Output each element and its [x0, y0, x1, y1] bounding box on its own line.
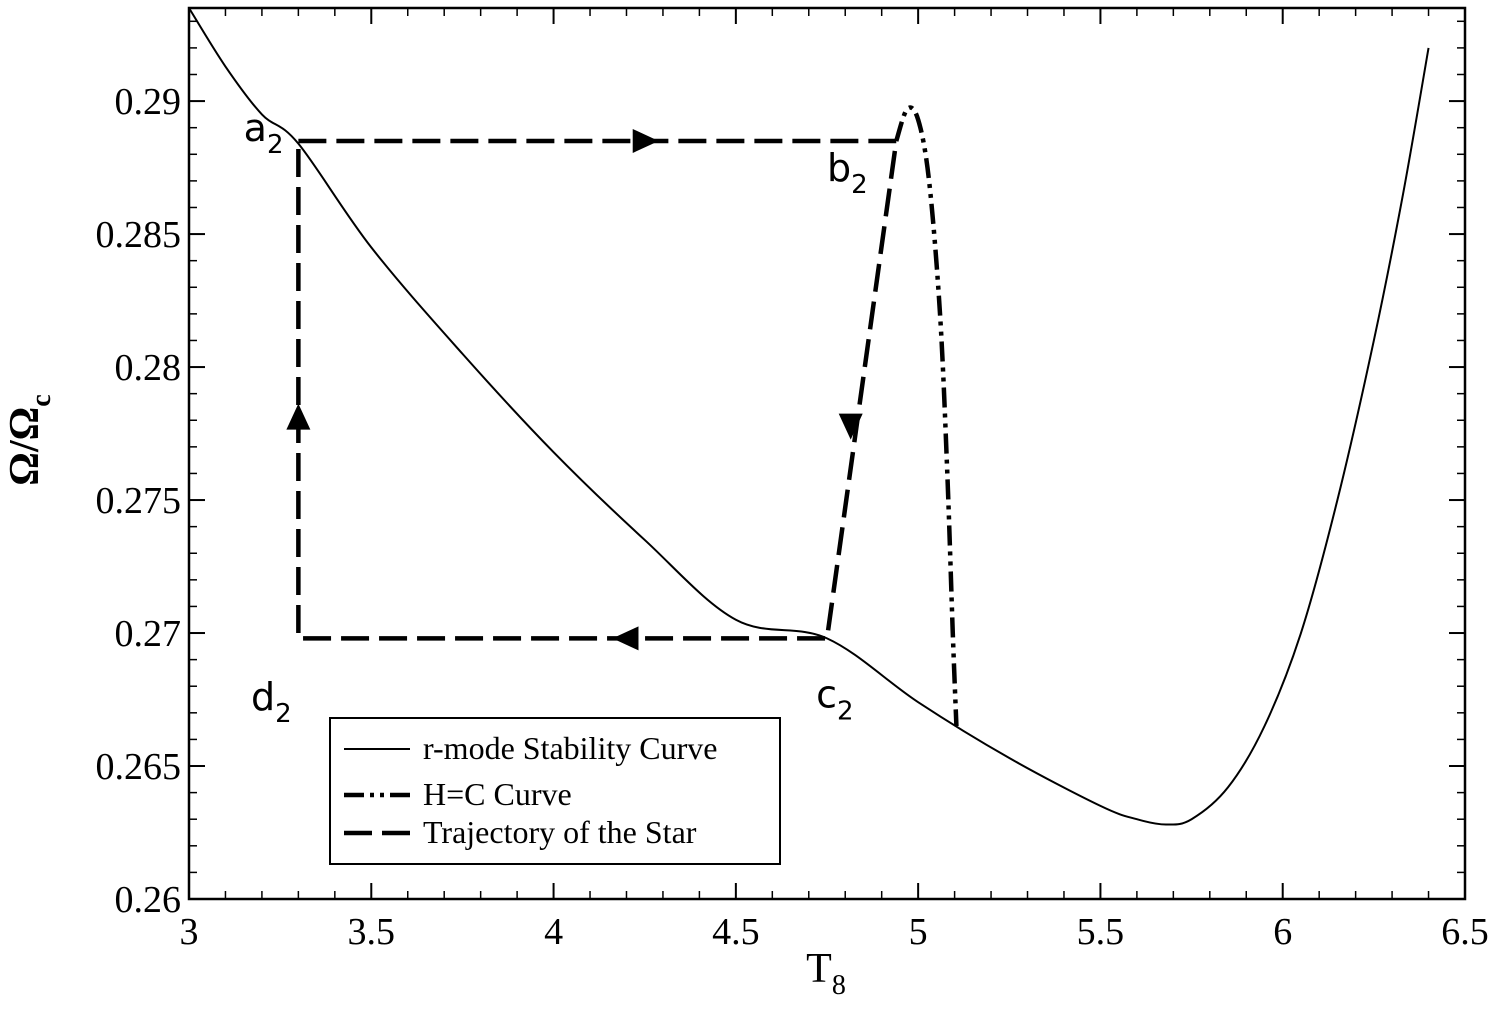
point-label-main: a	[244, 106, 267, 150]
y-tick-label: 0.29	[115, 81, 182, 123]
x-tick-label: 3.5	[348, 911, 396, 953]
legend-label-hc: H=C Curve	[423, 776, 572, 812]
y-tick-label: 0.27	[115, 613, 182, 655]
tick-labels-layer: 3 3.5 4 4.5 5 5.5 6 6.5 0.26 0.265 0.27 0.275 0.28 0.…	[96, 81, 1489, 953]
x-tick-label: 4	[544, 911, 563, 953]
y-tick-label: 0.26	[115, 879, 182, 921]
x-tick-label: 4.5	[712, 911, 760, 953]
x-axis-label: T	[806, 946, 832, 992]
curves-layer	[188, 7, 1430, 826]
y-tick-label: 0.265	[96, 746, 182, 788]
point-label-a2: a2	[244, 106, 284, 160]
legend-label-r-mode: r-mode Stability Curve	[423, 730, 717, 766]
arrows-layer	[286, 128, 863, 651]
x-tick-label: 6.5	[1441, 911, 1489, 953]
ticks-layer	[188, 8, 1466, 900]
x-axis-title: T8	[806, 946, 846, 1001]
point-label-main: c	[816, 673, 837, 717]
y-tick-label: 0.275	[96, 480, 182, 522]
point-label-main: b	[827, 146, 851, 190]
x-tick-label: 3	[180, 911, 199, 953]
arrow-up	[286, 403, 311, 430]
point-label-b2: b2	[827, 146, 868, 200]
point-label-sub: 2	[275, 699, 292, 729]
series-hc-curve	[894, 105, 959, 727]
point-label-sub: 2	[837, 697, 854, 727]
x-tick-label: 5	[909, 911, 928, 953]
y-tick-label: 0.28	[115, 347, 182, 389]
series-r-mode-stability-curve	[188, 7, 1430, 826]
plot-frame	[187, 6, 1467, 901]
point-label-sub: 2	[851, 170, 868, 200]
x-tick-label: 5.5	[1077, 911, 1125, 953]
legend-box	[329, 717, 781, 865]
point-label-main: d	[251, 675, 275, 719]
legend-label-trajectory: Trajectory of the Star	[423, 814, 697, 850]
y-axis-title: Ω/Ωc	[2, 394, 57, 485]
x-axis-label-sub: 8	[832, 970, 846, 1001]
arrow-down	[838, 413, 863, 440]
x-tick-label: 6	[1273, 911, 1292, 953]
arrow-right	[632, 128, 659, 153]
y-tick-label: 0.285	[96, 214, 182, 256]
point-label-d2: d2	[251, 675, 292, 729]
arrow-left	[612, 626, 639, 651]
point-label-c2: c2	[816, 673, 853, 727]
point-label-sub: 2	[267, 130, 284, 160]
y-axis-label-sub: c	[26, 394, 57, 406]
y-axis-label: Ω/Ω	[2, 407, 48, 486]
series-trajectory-of-the-star	[296, 138, 899, 641]
legend: r-mode Stability Curve H=C Curve Traject…	[329, 717, 781, 865]
